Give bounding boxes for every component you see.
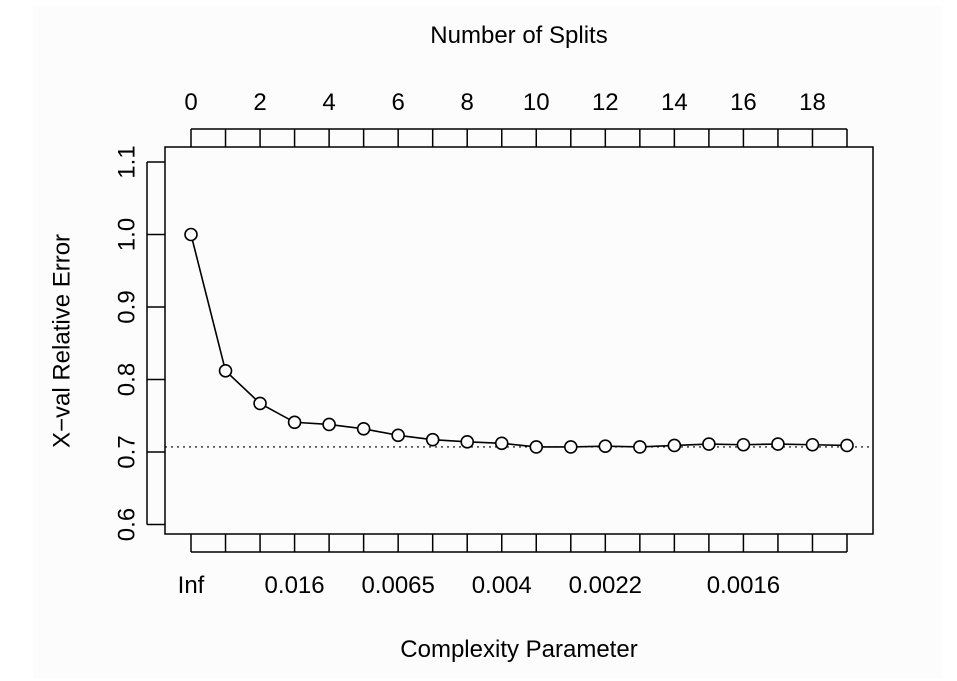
y-tick-label: 0.7	[114, 435, 141, 468]
data-point	[771, 437, 785, 451]
data-point	[287, 415, 302, 430]
y-tick-label: 0.6	[114, 508, 141, 541]
x-tick-label-top: 18	[799, 89, 826, 116]
x-tick-label-bottom: 0.0016	[707, 572, 780, 599]
x-tick-label-bottom: 0.0022	[569, 572, 642, 599]
x-tick-label-bottom: 0.016	[265, 572, 325, 599]
x-axis-bottom: Inf 0.016 0.0065 0.004 0.0022 0.0016	[178, 534, 848, 599]
x-axis-label: Complexity Parameter	[400, 636, 637, 663]
data-point	[391, 428, 405, 443]
x-tick-label-top: 0	[184, 89, 197, 116]
data-point	[563, 440, 578, 454]
y-axis-label: X−val Relative Error	[49, 234, 76, 448]
data-point	[702, 437, 716, 451]
data-point	[218, 363, 233, 378]
data-point	[667, 438, 682, 453]
data-point	[494, 436, 509, 451]
x-tick-label-top: 16	[730, 89, 757, 116]
series-line	[190, 234, 848, 448]
x-tick-label-top: 10	[523, 89, 550, 116]
data-point	[184, 227, 198, 242]
plot-background	[33, 6, 942, 678]
y-tick-label: 1.0	[114, 218, 141, 251]
y-axis: 0.6 0.7 0.8 0.9 1.0 1.1	[114, 145, 165, 541]
plot-frame	[164, 146, 874, 535]
data-point	[805, 437, 820, 452]
data-point	[253, 396, 267, 411]
data-point	[425, 432, 440, 447]
x-tick-label-bottom: 0.0065	[361, 572, 434, 599]
data-point	[736, 437, 751, 452]
y-tick-label: 0.8	[114, 363, 141, 396]
y-tick-label: 1.1	[114, 145, 141, 178]
x-tick-label-top: 6	[391, 89, 404, 116]
data-point	[633, 440, 647, 454]
data-point	[529, 440, 544, 454]
data-point	[598, 439, 613, 454]
y-tick-label: 0.9	[114, 290, 141, 323]
top-axis-label: Number of Splits	[430, 22, 607, 49]
data-point	[322, 417, 336, 432]
x-axis-top: 0 2 4 6 8 10 12 14 16 18	[184, 89, 848, 147]
x-tick-label-bottom: 0.004	[472, 572, 532, 599]
x-tick-label-bottom: Inf	[178, 572, 205, 599]
data-point	[840, 438, 854, 453]
x-tick-label-top: 2	[253, 89, 266, 116]
x-tick-label-top: 8	[461, 89, 474, 116]
x-tick-label-top: 4	[322, 89, 335, 116]
x-tick-label-top: 12	[592, 89, 619, 116]
data-point	[460, 435, 475, 449]
series-layer	[184, 227, 854, 454]
x-tick-label-top: 14	[661, 89, 688, 116]
data-point	[356, 421, 371, 436]
